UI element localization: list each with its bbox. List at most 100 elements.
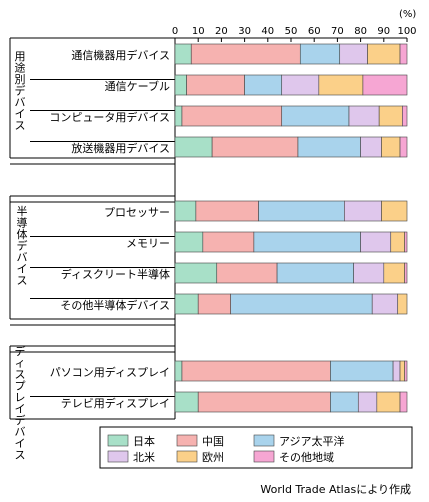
group-label-char: デ [15,84,26,98]
bar-segment [339,43,368,65]
row-label: テレビ用ディスプレイ [61,396,170,410]
bar-segment [181,105,283,127]
bar-segment [360,231,392,253]
bar-segment [174,262,218,284]
group-label-char: イ [15,108,26,121]
bar-segment [402,105,408,127]
source-note: World Trade Atlasにより作成 [260,483,411,496]
bar-segment [353,262,385,284]
legend-swatch [107,434,129,447]
bar-segment [174,200,197,222]
group-label-char: 別 [15,73,26,86]
bar-segment [211,136,299,158]
bar-segment [399,391,408,413]
bar-segment [281,74,320,96]
bar-segment [381,136,401,158]
bar-segment [367,43,401,65]
group-label-char: デ [17,239,28,253]
bar-segment [383,262,405,284]
row-label: メモリー [126,237,170,250]
bar-segment [174,391,199,413]
bar-segment [281,105,350,127]
group-label-char: バ [15,426,26,439]
bar-segment [174,360,183,382]
group-label-char: ス [15,119,26,132]
legend-label: 欧州 [202,451,224,464]
row-label: 通信機器用デバイス [71,48,170,62]
bar-segment [399,360,405,382]
row-label: プロセッサー [104,206,170,219]
x-tick-label: 80 [354,26,367,37]
bar-segment [330,391,359,413]
bar-segment [371,293,399,315]
group-label-char: 導 [17,216,28,230]
legend-label: 日本 [133,434,155,448]
x-tick-label: 0 [172,26,178,37]
bar-segment [258,200,345,222]
bar-segment [392,360,401,382]
group-label-char: 用 [15,50,26,63]
bar-segment [397,293,408,315]
bar-segment [330,360,394,382]
group-label-char: プ [15,380,26,393]
group-label-char: 途 [15,61,26,75]
bar-segment [202,231,255,253]
group-label-char: イ [15,403,26,416]
group-label-char: ス [15,368,26,381]
bar-segment [174,231,204,253]
group-label-char: イ [15,437,26,450]
group-label-char: デ [15,413,26,427]
bar-segment [378,105,403,127]
row-label: 放送機器用デバイス [71,141,170,155]
bar-segment [348,105,380,127]
legend-swatch [176,450,198,463]
bar-segment [181,360,331,382]
x-tick-label: 10 [192,26,205,37]
bar-segment [399,43,408,65]
group-label-char: ス [15,449,26,462]
bar-segment [399,136,408,158]
row-label: 通信ケーブル [105,79,170,93]
row-label: パソコン用ディスプレイ [50,365,170,379]
group-label-char: デ [15,344,26,358]
legend-swatch [176,434,198,447]
group-label-char: 体 [17,227,28,241]
bar-segment [404,231,408,253]
bar-segment [186,74,245,96]
x-tick-label: 30 [238,26,251,37]
bar-segment [390,231,405,253]
group-label-char: ス [17,274,28,287]
x-tick-label: 20 [215,26,228,37]
bar-segment [174,43,192,65]
legend-swatch [253,434,275,447]
unit-label: (%) [399,9,416,20]
bar-segment [318,74,364,96]
bar-segment [174,293,199,315]
row-label: その他半導体デバイス [60,298,170,312]
bar-segment [174,105,183,127]
x-tick-label: 90 [377,26,390,37]
group-label-char: 半 [17,204,28,218]
bar-segment [299,43,341,65]
bar-segment [174,74,187,96]
x-tick-label: 100 [397,26,416,37]
legend-label: アジア太平洋 [279,434,345,448]
bar-segment [174,136,213,158]
bar-segment [404,262,408,284]
bar-segment [197,391,331,413]
group-label-char: レ [15,391,26,404]
row-label: コンピュータ用デバイス [49,110,170,124]
x-tick-label: 70 [331,26,344,37]
bar-segment [253,231,361,253]
legend-label: 北米 [133,451,155,464]
bar-segment [362,74,408,96]
bar-segment [230,293,373,315]
group-label-char: バ [15,96,26,109]
bar-segment [197,293,231,315]
x-tick-label: 50 [285,26,298,37]
bar-segment [360,136,382,158]
group-label-char: イ [17,263,28,276]
bar-segment [357,391,378,413]
x-tick-label: 40 [261,26,274,37]
